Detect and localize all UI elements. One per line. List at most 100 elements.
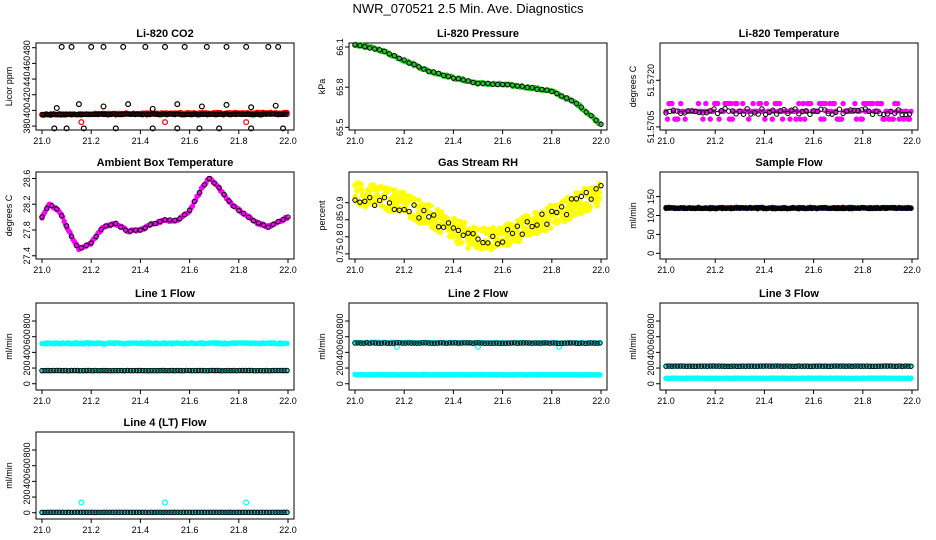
y-axis-label: kPa bbox=[317, 79, 327, 95]
data-point bbox=[265, 224, 272, 230]
data-point bbox=[367, 340, 373, 346]
data-point bbox=[895, 107, 902, 113]
plot-frame bbox=[348, 302, 608, 391]
data-point bbox=[88, 43, 95, 50]
data-point bbox=[488, 340, 494, 346]
data-point bbox=[855, 107, 861, 114]
data-point bbox=[362, 198, 368, 205]
data-point bbox=[62, 367, 69, 374]
data-point bbox=[119, 509, 125, 516]
data-point bbox=[434, 340, 441, 346]
data-point bbox=[844, 108, 850, 114]
data-point bbox=[367, 45, 373, 51]
data-point bbox=[670, 107, 677, 113]
data-point bbox=[51, 509, 57, 516]
data-point bbox=[58, 43, 65, 50]
data-point bbox=[429, 340, 435, 346]
x-tick-label: 21.4 bbox=[756, 136, 774, 146]
data-point bbox=[80, 125, 87, 132]
data-point bbox=[101, 509, 107, 516]
data-point bbox=[514, 83, 521, 89]
data-point bbox=[873, 108, 880, 114]
x-tick-label: 21.8 bbox=[230, 136, 248, 146]
data-point bbox=[831, 100, 837, 107]
data-point bbox=[875, 363, 882, 369]
y-tick-label: 0 bbox=[22, 510, 32, 515]
data-point bbox=[881, 116, 888, 122]
data-point bbox=[174, 101, 181, 108]
data-point bbox=[432, 340, 438, 346]
data-point bbox=[731, 363, 737, 369]
data-point bbox=[583, 109, 589, 115]
chart-line3: Line 3 Flow 21.0 21.2 21.4 21.6 21.8 22.0 0 2004… bbox=[628, 288, 921, 406]
x-tick-label: 21.0 bbox=[346, 265, 364, 275]
y-tick-label: 600 bbox=[22, 329, 32, 344]
data-point bbox=[243, 499, 250, 506]
data-point bbox=[563, 211, 570, 218]
series-black bbox=[663, 205, 914, 212]
data-point bbox=[502, 340, 509, 346]
data-point bbox=[594, 203, 600, 209]
data-point bbox=[862, 106, 868, 112]
data-point bbox=[263, 509, 270, 516]
data-point bbox=[396, 207, 402, 213]
data-point bbox=[39, 214, 45, 220]
x-tick-label: 21.4 bbox=[132, 525, 150, 535]
data-point bbox=[766, 363, 773, 369]
data-point bbox=[558, 340, 565, 346]
data-point bbox=[260, 367, 267, 374]
x-tick-label: 21.6 bbox=[494, 396, 512, 406]
data-point bbox=[201, 182, 208, 188]
data-point bbox=[160, 367, 166, 374]
y-tick-label: 0 bbox=[335, 381, 345, 386]
data-point bbox=[83, 509, 89, 516]
data-point bbox=[421, 207, 427, 214]
x-tick-label: 21.2 bbox=[82, 136, 100, 146]
data-point bbox=[504, 227, 511, 233]
data-point bbox=[381, 340, 388, 346]
data-point bbox=[242, 367, 249, 374]
series-black bbox=[39, 367, 290, 374]
series-cyan bbox=[39, 499, 290, 516]
data-point bbox=[681, 363, 687, 369]
data-point bbox=[740, 100, 746, 107]
data-point bbox=[866, 108, 872, 114]
y-tick-label: 66.1 bbox=[335, 38, 345, 56]
data-point bbox=[529, 84, 535, 91]
chart-title: Line 3 Flow bbox=[759, 288, 819, 300]
y-tick-label: 600 bbox=[22, 458, 32, 473]
data-point bbox=[95, 509, 101, 516]
data-point bbox=[490, 233, 496, 240]
data-point bbox=[393, 340, 400, 346]
data-point bbox=[890, 363, 897, 369]
x-tick-label: 21.0 bbox=[33, 136, 51, 146]
data-point bbox=[175, 509, 181, 515]
data-point bbox=[695, 363, 702, 369]
data-point bbox=[475, 236, 481, 242]
data-point bbox=[733, 111, 739, 117]
data-point bbox=[68, 509, 75, 516]
data-point bbox=[722, 363, 728, 370]
data-point bbox=[707, 363, 713, 369]
data-point bbox=[100, 103, 107, 110]
x-tick-label: 21.0 bbox=[346, 396, 364, 406]
chart-ambient: Ambient Box Temperature 21.0 21.2 21.4 21.6 2… bbox=[4, 157, 297, 275]
x-tick-label: 21.8 bbox=[543, 136, 561, 146]
data-point bbox=[541, 340, 547, 346]
data-point bbox=[210, 509, 216, 516]
data-point bbox=[391, 53, 398, 59]
data-point bbox=[225, 509, 231, 515]
x-tick-label: 21.4 bbox=[132, 396, 150, 406]
data-point bbox=[714, 100, 721, 107]
data-point bbox=[476, 340, 482, 346]
data-point bbox=[567, 340, 574, 346]
data-point bbox=[591, 340, 597, 346]
y-tick-label: 27.8 bbox=[22, 221, 32, 239]
data-point bbox=[893, 363, 899, 369]
data-point bbox=[269, 509, 275, 516]
data-point bbox=[386, 186, 393, 192]
data-point bbox=[672, 363, 678, 369]
data-point bbox=[420, 340, 426, 346]
y-tick-label: 200 bbox=[335, 361, 345, 376]
data-point bbox=[63, 125, 70, 132]
